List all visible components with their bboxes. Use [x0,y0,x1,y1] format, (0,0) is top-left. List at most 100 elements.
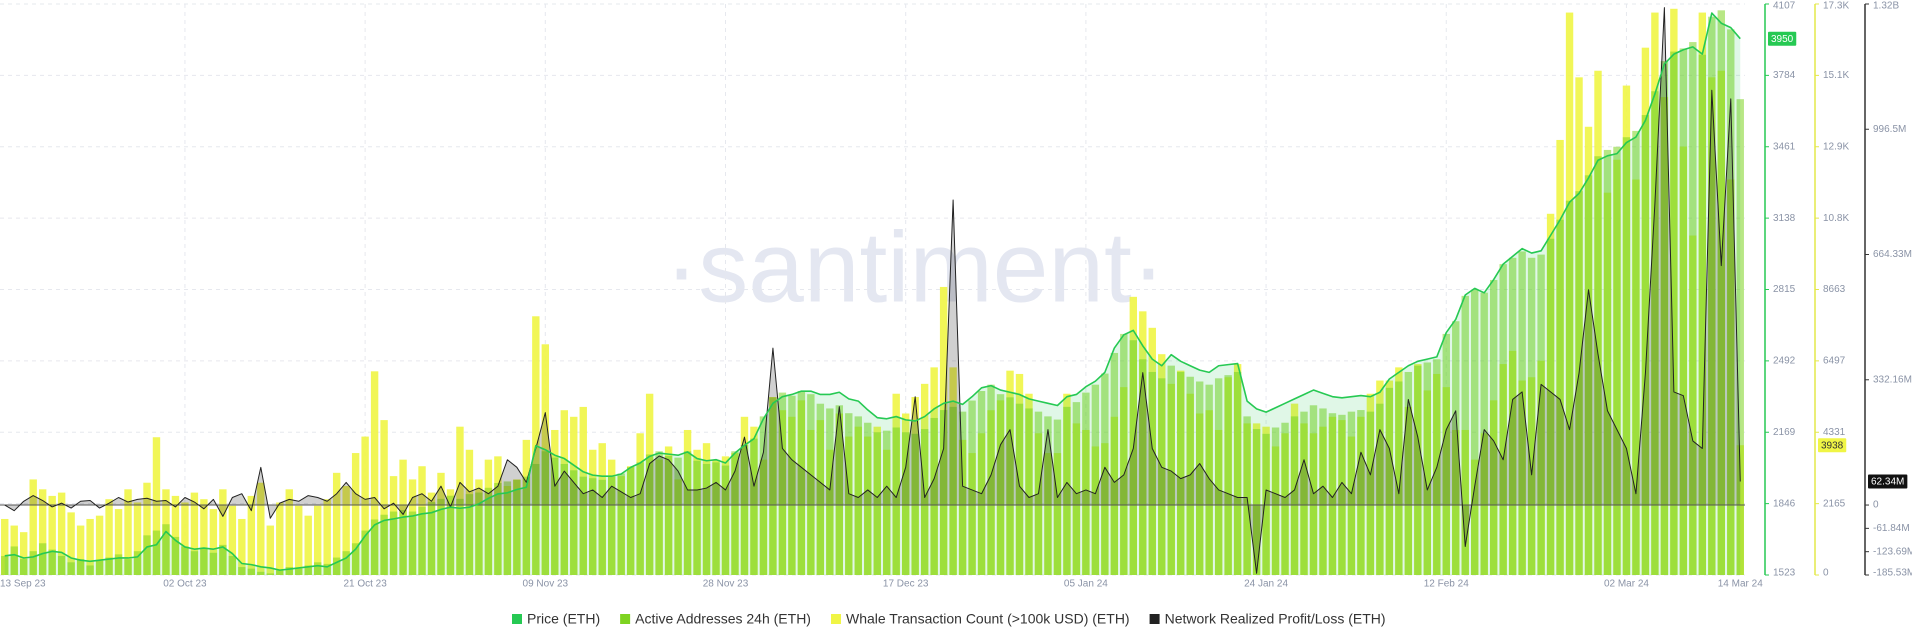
bar [1537,254,1545,575]
bar [399,509,407,575]
legend-label: Network Realized Profit/Loss (ETH) [1165,611,1386,627]
bar [1404,371,1413,575]
y-tick-label: 12.9K [1823,141,1849,152]
bar [143,482,151,575]
bar [1689,42,1697,576]
bar [465,494,474,575]
y-tick-label: 17.3K [1823,1,1849,12]
bar [1717,10,1725,576]
x-tick-label: 12 Feb 24 [1424,579,1469,590]
bar [636,462,644,575]
y-tick-label: 2815 [1773,284,1796,295]
y-tick-label: 8663 [1823,284,1846,295]
bar [257,482,265,575]
bar [190,492,199,575]
bar [1072,402,1081,575]
bar [285,567,293,575]
bar [209,552,218,575]
y-tick-label: 4107 [1773,1,1796,12]
y-tick-label: 1523 [1773,568,1796,579]
bar [655,451,663,575]
bar [1328,413,1337,575]
bar [1044,416,1052,575]
bar [20,532,28,575]
x-tick-label: 14 Mar 24 [1718,579,1763,590]
bar [731,451,739,575]
bar [1584,175,1593,576]
bar [664,456,673,575]
bar [1357,410,1365,575]
bar [228,555,237,575]
watermark: ·santiment· [665,211,1165,323]
bar [873,432,881,575]
value-badge [1868,474,1908,489]
bar [389,511,398,575]
bar [370,519,379,575]
x-tick-label: 28 Nov 23 [703,579,749,590]
price-area [4,13,1741,575]
bar [1281,422,1289,575]
legend-swatch [1149,614,1160,624]
bar [1082,392,1090,575]
bar [257,571,265,575]
bar [171,536,180,575]
bar [380,514,388,575]
bar [494,483,502,575]
value-badge [1768,31,1797,46]
bar [674,457,682,575]
bar [1091,384,1100,575]
bar [370,371,379,575]
bar [949,406,957,575]
bar [1006,397,1014,575]
bar [1366,411,1375,575]
x-tick-label: 17 Dec 23 [883,579,929,590]
bar [1556,219,1564,575]
bar [683,451,692,575]
bar [304,565,312,575]
bar [1442,333,1450,575]
bar [95,560,104,575]
bar [1186,376,1194,575]
bar [351,453,360,575]
bar [323,499,331,575]
bar [1632,130,1640,575]
y-tick-label: 2165 [1823,498,1846,509]
bar [1252,429,1261,575]
price-line [4,12,1741,571]
bar [200,499,208,575]
bar [332,557,341,575]
bar [1129,340,1138,575]
bar [854,416,862,575]
bar [1167,365,1175,575]
y-tick-label: 6497 [1823,356,1846,367]
bar [1651,91,1659,575]
bar [10,546,18,575]
bar [626,467,635,575]
bar [920,429,929,575]
y-tick-label: 3138 [1773,213,1796,224]
bar [996,394,1005,575]
bar [133,551,142,575]
bar [1575,191,1583,575]
legend: Price (ETH) Active Addresses 24h (ETH) Wha… [512,611,1386,627]
network-line [4,7,1741,574]
bar [124,489,132,575]
bar [1471,289,1479,575]
bar [797,391,806,575]
bar [1376,403,1384,575]
bar [38,543,47,575]
bar [427,502,436,575]
bar [977,391,986,575]
bar [1385,387,1394,575]
bar [38,489,47,575]
bar [124,559,132,575]
bar [759,416,768,575]
bar [1613,146,1621,575]
bar [1565,200,1574,575]
bar [295,568,303,575]
bar [332,472,341,575]
bar [351,543,360,575]
bar [48,549,56,575]
bar [1527,257,1536,575]
